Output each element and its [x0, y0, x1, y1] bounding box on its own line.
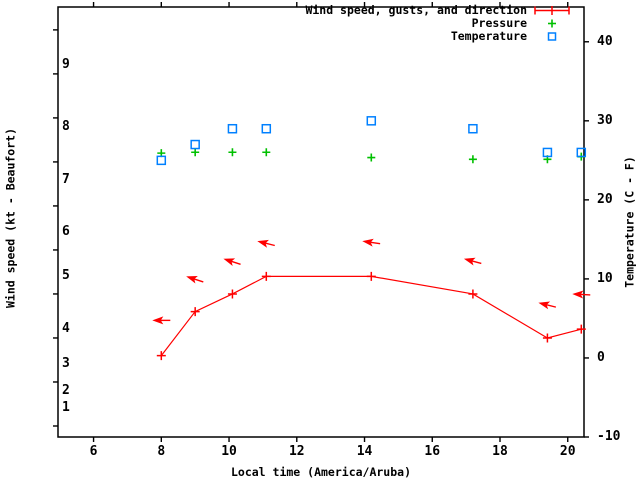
pressure-plus-sample-icon [548, 19, 556, 28]
y-right-axis-title: Temperature (C - F) [622, 156, 637, 288]
x-tick-label: 12 [288, 444, 305, 459]
legend-row-pressure: Pressure [305, 17, 571, 30]
temperature-marker [261, 123, 272, 134]
x-tick-label: 14 [356, 444, 373, 459]
temperature-marker [366, 116, 377, 126]
wind-point-marker [261, 271, 271, 281]
legend-label-pressure: Pressure [471, 16, 527, 30]
x-tick-label: 6 [89, 444, 98, 459]
legend-row-temperature: Temperature [305, 30, 571, 43]
temperature-marker [576, 147, 587, 158]
wind-direction-arrow [186, 275, 204, 284]
beaufort-label: 5 [62, 268, 70, 284]
legend: Wind speed, gusts, and direction Pressur… [305, 4, 571, 43]
x-tick-label: 20 [559, 444, 576, 459]
legend-label-temperature: Temperature [450, 29, 527, 43]
beaufort-label: 9 [62, 57, 70, 73]
x-axis-title: Local time (America/Aruba) [230, 465, 412, 479]
wind-direction-arrow [152, 316, 171, 325]
temperature-square-sample-icon [547, 32, 557, 41]
wind-point-marker [190, 307, 200, 317]
wind-direction-arrow [538, 301, 557, 310]
beaufort-label: 1 [62, 400, 70, 416]
wind-point-marker [468, 289, 478, 299]
wind-speed-line [160, 275, 582, 356]
wind-direction-arrow [572, 290, 591, 299]
pressure-marker [468, 155, 477, 164]
pressure-marker [577, 152, 586, 161]
wind-direction-arrow [362, 238, 381, 247]
wind-direction-arrow [463, 257, 482, 266]
wind-point-marker [227, 289, 237, 299]
beaufort-label: 2 [62, 382, 70, 398]
legend-label-wind: Wind speed, gusts, and direction [305, 3, 527, 17]
celsius-tick-label: 10 [597, 270, 613, 286]
temperature-marker [190, 139, 200, 150]
pressure-marker [543, 155, 552, 164]
wind-point-marker [576, 324, 586, 334]
pressure-marker [228, 148, 237, 157]
wind-errorbar-sample-icon [534, 6, 570, 15]
celsius-tick-label: 0 [597, 349, 605, 365]
celsius-tick-label: 20 [597, 191, 613, 207]
plot-border [57, 6, 585, 438]
celsius-tick-label: 40 [597, 33, 613, 49]
pressure-marker [262, 148, 271, 157]
wind-point-marker [156, 351, 166, 361]
temperature-marker [468, 123, 478, 134]
temperature-marker [227, 123, 238, 134]
celsius-tick-label: -10 [597, 429, 621, 444]
beaufort-label: 7 [62, 171, 70, 187]
temperature-marker [542, 147, 553, 158]
beaufort-label: 8 [62, 118, 70, 134]
beaufort-label: 4 [62, 321, 70, 337]
x-tick-label: 10 [221, 444, 237, 459]
beaufort-label: 6 [62, 224, 70, 240]
y-left-axis-title: Wind speed (kt - Beaufort) [3, 127, 18, 309]
beaufort-label: 3 [62, 356, 70, 372]
x-tick-label: 8 [157, 444, 166, 459]
temperature-marker [156, 155, 167, 166]
wind-point-marker [366, 271, 376, 281]
pressure-marker [191, 148, 200, 157]
wind-direction-arrow [257, 239, 275, 248]
pressure-marker [367, 153, 376, 162]
wind-point-marker [542, 333, 552, 343]
legend-row-wind: Wind speed, gusts, and direction [305, 4, 571, 17]
x-tick-label: 18 [492, 444, 508, 459]
wind-direction-arrow [223, 258, 241, 266]
celsius-tick-label: 30 [597, 112, 613, 128]
x-tick-label: 16 [424, 444, 441, 459]
pressure-marker [157, 149, 166, 158]
